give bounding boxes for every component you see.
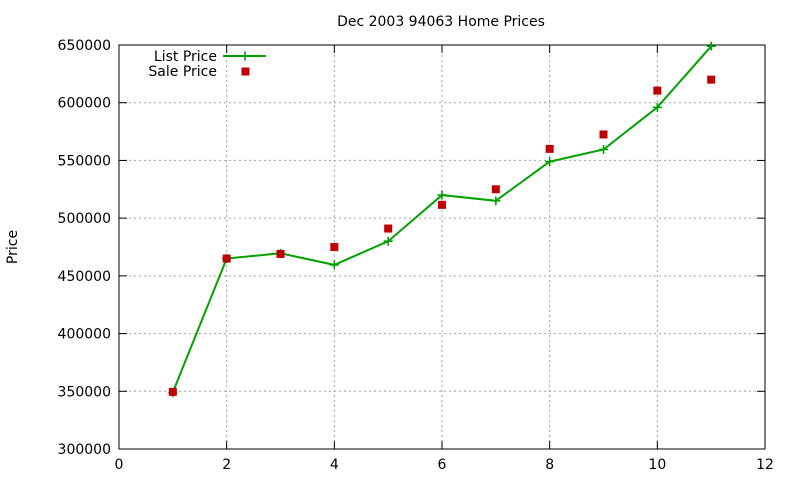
list-price-point [329, 260, 339, 270]
legend-marker-sale-price [241, 67, 250, 76]
x-tick-label: 10 [648, 457, 666, 473]
y-axis-title: Price [5, 230, 21, 264]
sale-price-point [491, 185, 500, 194]
x-tick-label: 6 [438, 457, 447, 473]
x-tick-label: 4 [330, 457, 339, 473]
chart-title: Dec 2003 94063 Home Prices [337, 14, 545, 30]
sale-price-point [168, 387, 177, 396]
x-tick-label: 2 [222, 457, 231, 473]
sale-price-point [384, 224, 393, 233]
legend-label-sale-price: Sale Price [148, 64, 217, 80]
y-tick-label: 600000 [58, 96, 111, 112]
list-price-point [706, 41, 716, 51]
legend-marker-list-price [240, 51, 250, 61]
sale-price-point [222, 254, 231, 263]
y-tick-label: 550000 [58, 153, 111, 169]
list-price-point [383, 236, 393, 246]
legend: List Price Sale Price [148, 49, 266, 80]
list-price-point [491, 196, 501, 206]
sale-price-point [545, 144, 554, 153]
y-tick-label: 500000 [58, 211, 111, 227]
grid-lines [119, 45, 765, 449]
sale-price-point [599, 130, 608, 139]
list-price-point [652, 102, 662, 112]
x-tick-label: 8 [545, 457, 554, 473]
sale-price-point [330, 243, 339, 251]
y-tick-label: 350000 [58, 384, 111, 400]
list-price-point [437, 190, 447, 200]
series-layer [168, 41, 716, 397]
y-tick-label: 450000 [58, 269, 111, 285]
list-price-point [545, 157, 555, 167]
y-tick-label: 300000 [58, 442, 111, 458]
y-tick-label: 400000 [58, 327, 111, 343]
sale-price-point [653, 86, 662, 95]
y-tick-label: 650000 [58, 38, 111, 54]
x-tick-label: 0 [115, 457, 124, 473]
sale-price-point [438, 200, 446, 209]
list-price-point [599, 144, 608, 154]
x-tick-label: 12 [756, 457, 774, 473]
sale-price-point [707, 75, 716, 84]
sale-price-point [276, 249, 285, 258]
axis-ticks: 300000 350000 400000 450000 500000 550000 6000… [58, 38, 774, 473]
legend-label-list-price: List Price [154, 49, 217, 65]
